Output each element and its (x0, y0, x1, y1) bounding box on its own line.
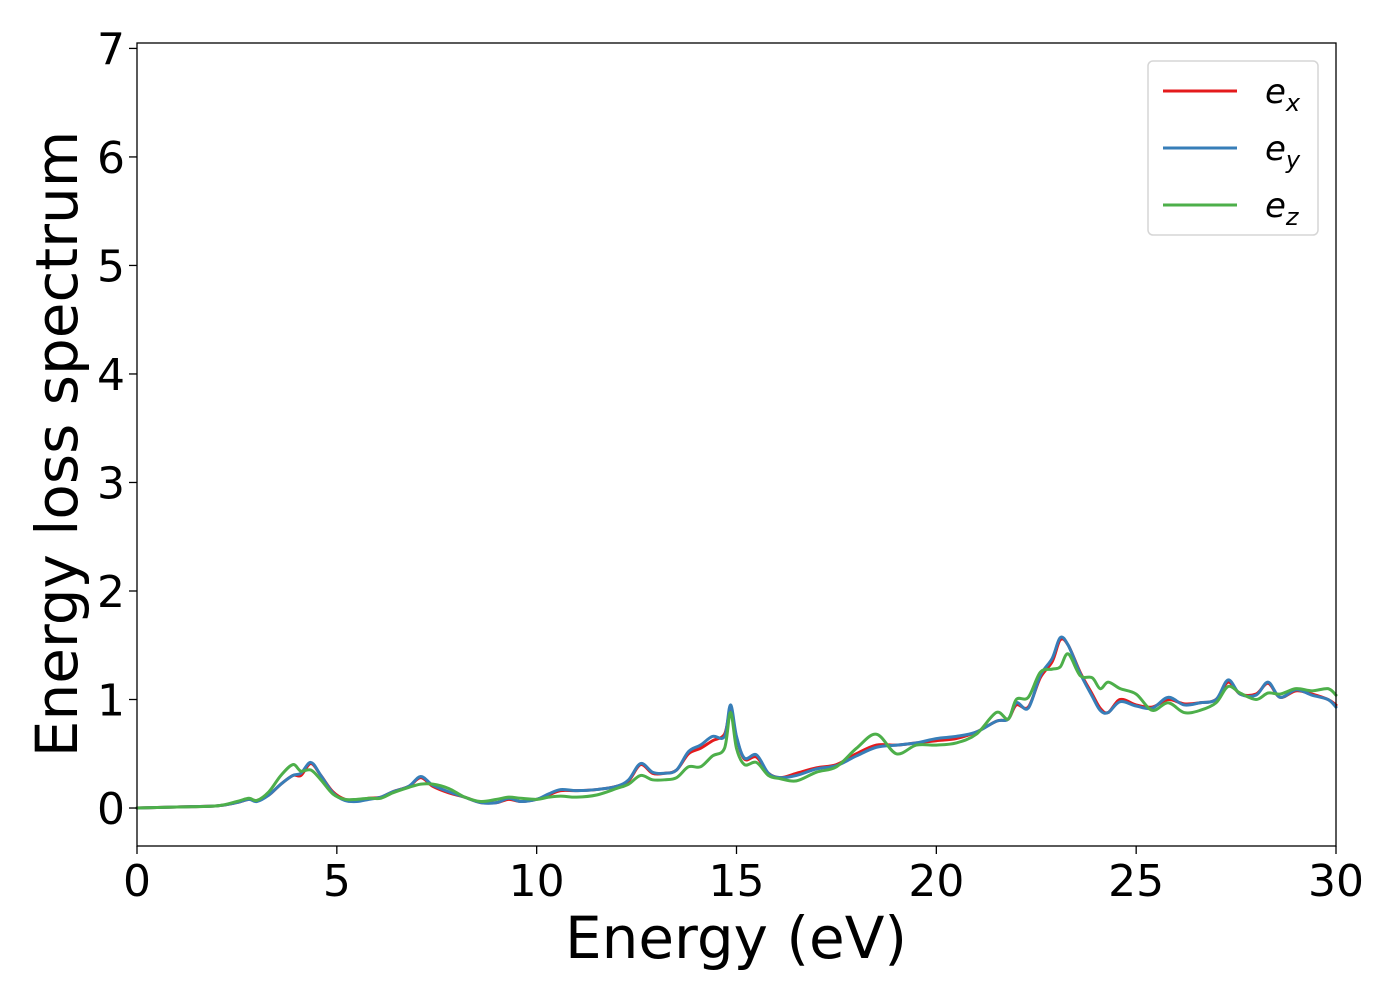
legend-label-base: e (1265, 72, 1286, 112)
y-tick-label: 0 (97, 784, 125, 835)
y-axis-ticks: 0 1 2 3 4 5 6 7 (97, 24, 137, 835)
x-axis-ticks: 0 5 10 15 20 25 30 (123, 846, 1364, 907)
x-tick-label: 15 (709, 856, 765, 907)
x-tick-label: 0 (123, 856, 151, 907)
legend-label-subscript: y (1285, 146, 1301, 174)
x-tick-label: 30 (1308, 856, 1364, 907)
x-tick-label: 5 (323, 856, 351, 907)
legend-label-subscript: z (1285, 203, 1300, 231)
y-tick-label: 5 (97, 241, 125, 292)
legend-label: ez (1265, 186, 1300, 231)
y-tick-label: 1 (97, 676, 125, 727)
x-tick-label: 10 (509, 856, 565, 907)
x-tick-label: 25 (1108, 856, 1164, 907)
y-tick-label: 4 (97, 350, 125, 401)
x-axis-label: Energy (eV) (565, 904, 907, 972)
y-axis-label: Energy loss spectrum (23, 131, 91, 757)
legend-label-subscript: x (1285, 89, 1301, 117)
y-tick-label: 7 (97, 24, 125, 75)
y-tick-label: 6 (97, 133, 125, 184)
legend-label-base: e (1265, 186, 1286, 226)
legend-label: ex (1265, 72, 1301, 117)
series-layer (135, 635, 1338, 810)
legend-label-base: e (1265, 129, 1286, 169)
y-tick-label: 3 (97, 458, 125, 509)
x-tick-label: 20 (908, 856, 964, 907)
plot-background (137, 43, 1336, 846)
legend-label: ey (1265, 129, 1301, 174)
y-tick-label: 2 (97, 567, 125, 618)
series-line-e-z (135, 652, 1338, 810)
